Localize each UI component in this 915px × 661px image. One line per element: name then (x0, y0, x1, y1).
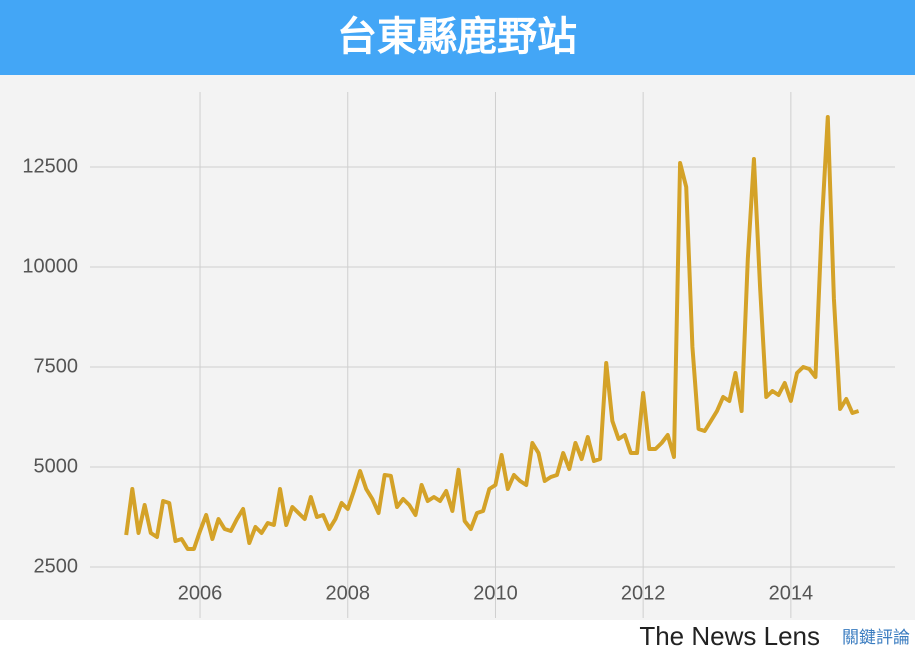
x-tick-label: 2014 (769, 582, 814, 604)
footer-brand: The News Lens (639, 621, 820, 651)
y-tick-label: 7500 (34, 355, 79, 377)
x-tick-label: 2010 (473, 582, 518, 604)
x-tick-label: 2012 (621, 582, 666, 604)
y-tick-label: 10000 (22, 255, 78, 277)
data-line (124, 115, 860, 551)
y-tick-label: 5000 (34, 455, 79, 477)
x-tick-label: 2006 (178, 582, 223, 604)
title-banner (0, 0, 915, 75)
y-tick-label: 2500 (34, 555, 79, 577)
chart-title: 台東縣鹿野站 (337, 14, 577, 60)
x-tick-label: 2008 (325, 582, 370, 604)
plot-background (0, 75, 915, 620)
y-tick-label: 12500 (22, 155, 78, 177)
footer-brand-zh: 關鍵評論 (842, 628, 910, 648)
